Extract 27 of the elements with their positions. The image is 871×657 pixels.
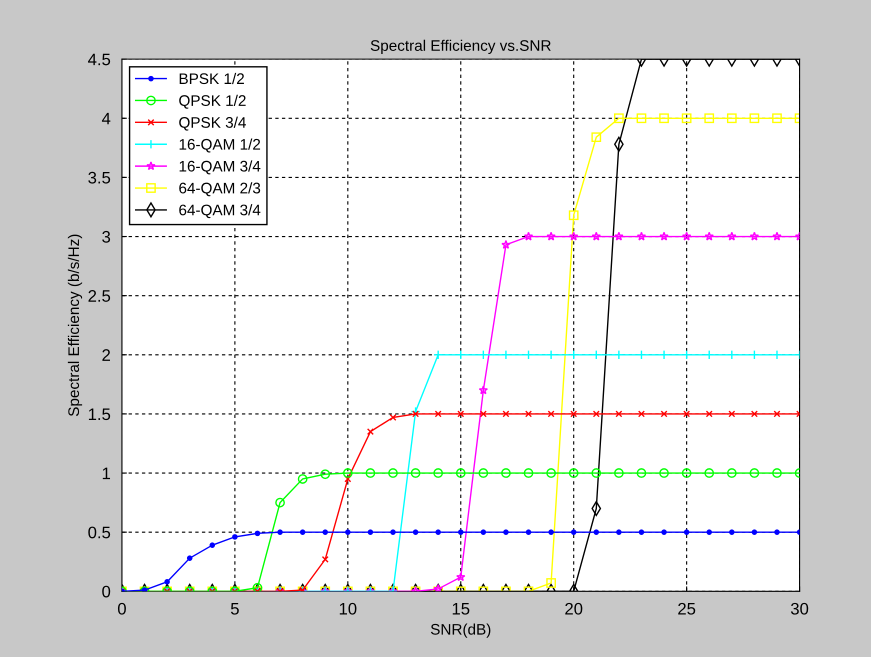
- x-tick-label: 5: [230, 603, 239, 615]
- y-tick-label: 4: [102, 112, 110, 124]
- x-tick-label: 30: [790, 602, 808, 615]
- legend-label: 16-QAM 1/2: [180, 138, 260, 152]
- legend-label: QPSK 3/4: [179, 116, 246, 131]
- y-tick-label: 1.5: [88, 408, 110, 420]
- x-tick-label: 25: [678, 602, 696, 615]
- y-tick-label: 1: [102, 468, 110, 480]
- x-tick-label: 0: [118, 602, 126, 615]
- x-tick-label: 10: [340, 602, 356, 615]
- x-tick-label: 20: [565, 602, 582, 615]
- y-tick-label: 0.5: [88, 526, 110, 538]
- y-axis-title: Spectral Efficiency (b/s/Hz): [68, 234, 82, 416]
- legend-label: BPSK 1/2: [180, 72, 244, 84]
- chart-title: Spectral Efficiency vs.SNR: [370, 40, 551, 54]
- y-tick-label: 0: [102, 586, 110, 598]
- legend-label: 64-QAM 3/4: [179, 204, 260, 218]
- legend-label: 16-QAM 3/4: [180, 160, 260, 174]
- legend-label: QPSK 1/2: [179, 94, 246, 109]
- y-tick-label: 2.5: [88, 290, 110, 302]
- y-tick-label: 2: [102, 349, 110, 361]
- x-axis-title: SNR(dB): [430, 624, 490, 638]
- y-tick-label: 3.5: [88, 172, 110, 184]
- y-tick-label: 4.5: [88, 54, 110, 66]
- y-tick-label: 3: [102, 230, 110, 243]
- x-tick-label: 15: [452, 603, 470, 615]
- legend-label: 64-QAM 2/3: [179, 182, 260, 196]
